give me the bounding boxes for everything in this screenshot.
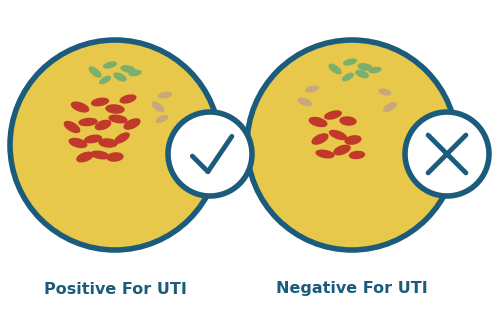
Ellipse shape bbox=[91, 151, 109, 159]
Ellipse shape bbox=[306, 86, 318, 92]
Ellipse shape bbox=[309, 118, 327, 126]
Ellipse shape bbox=[109, 115, 127, 123]
Ellipse shape bbox=[350, 152, 364, 158]
Ellipse shape bbox=[129, 70, 141, 76]
Ellipse shape bbox=[152, 102, 164, 112]
Ellipse shape bbox=[340, 117, 356, 125]
Ellipse shape bbox=[158, 92, 172, 98]
Ellipse shape bbox=[92, 98, 108, 106]
Ellipse shape bbox=[107, 153, 123, 161]
Ellipse shape bbox=[124, 119, 140, 129]
Text: Positive For UTI: Positive For UTI bbox=[44, 281, 187, 296]
Ellipse shape bbox=[90, 67, 101, 77]
Ellipse shape bbox=[100, 76, 110, 84]
Ellipse shape bbox=[384, 103, 396, 111]
Text: Negative For UTI: Negative For UTI bbox=[276, 281, 428, 296]
Ellipse shape bbox=[329, 64, 341, 74]
Ellipse shape bbox=[96, 120, 110, 130]
Ellipse shape bbox=[69, 139, 87, 147]
Ellipse shape bbox=[356, 70, 368, 78]
Ellipse shape bbox=[324, 111, 342, 119]
Ellipse shape bbox=[121, 66, 135, 72]
Ellipse shape bbox=[106, 105, 124, 113]
Ellipse shape bbox=[330, 131, 346, 139]
Circle shape bbox=[10, 40, 220, 250]
Ellipse shape bbox=[156, 116, 168, 122]
Ellipse shape bbox=[114, 73, 126, 81]
Ellipse shape bbox=[358, 64, 372, 70]
Ellipse shape bbox=[344, 59, 356, 65]
Ellipse shape bbox=[84, 135, 102, 143]
Ellipse shape bbox=[316, 150, 334, 158]
Ellipse shape bbox=[312, 134, 328, 144]
Ellipse shape bbox=[345, 136, 361, 144]
Ellipse shape bbox=[72, 102, 88, 112]
Ellipse shape bbox=[104, 62, 117, 68]
Ellipse shape bbox=[298, 98, 312, 106]
Circle shape bbox=[247, 40, 457, 250]
Circle shape bbox=[405, 112, 489, 196]
Ellipse shape bbox=[115, 133, 129, 143]
Ellipse shape bbox=[77, 152, 93, 162]
Ellipse shape bbox=[64, 121, 80, 133]
Ellipse shape bbox=[99, 139, 117, 147]
Ellipse shape bbox=[120, 95, 136, 103]
Ellipse shape bbox=[334, 145, 350, 155]
Ellipse shape bbox=[369, 67, 381, 73]
Ellipse shape bbox=[379, 89, 391, 95]
Circle shape bbox=[168, 112, 252, 196]
Ellipse shape bbox=[79, 119, 97, 126]
Ellipse shape bbox=[342, 73, 353, 81]
